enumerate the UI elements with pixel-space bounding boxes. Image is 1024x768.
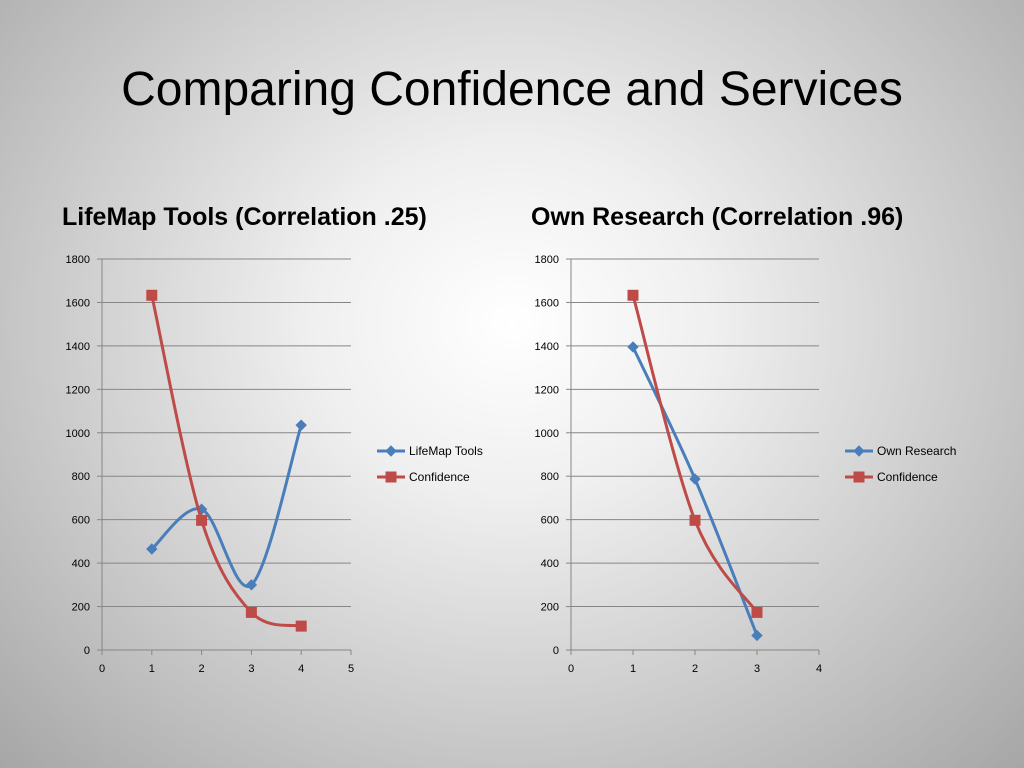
- y-tick-label: 1200: [66, 384, 90, 396]
- series-line: [150, 293, 303, 628]
- y-tick-label: 400: [541, 558, 559, 570]
- data-point: [295, 620, 307, 632]
- y-tick-label: 600: [541, 515, 559, 527]
- data-point: [627, 289, 639, 301]
- series-0: [146, 419, 307, 591]
- data-point: [245, 606, 257, 618]
- data-point: [245, 579, 258, 591]
- data-point: [196, 514, 208, 526]
- x-tick-label: 3: [754, 663, 760, 675]
- series-line: [631, 293, 759, 614]
- x-tick-label: 4: [816, 663, 822, 675]
- legend-entry: Own Research: [845, 444, 956, 458]
- slide-title: Comparing Confidence and Services: [121, 63, 903, 116]
- series-line: [150, 423, 303, 588]
- x-tick-label: 4: [298, 663, 304, 675]
- y-tick-label: 200: [541, 602, 559, 614]
- y-tick-label: 0: [553, 645, 559, 657]
- x-tick-label: 2: [199, 663, 205, 675]
- data-point: [195, 503, 208, 515]
- data-point: [689, 514, 701, 526]
- chart-title-own-research: Own Research (Correlation .96): [531, 203, 904, 231]
- series-1: [146, 289, 307, 632]
- x-tick-label: 3: [248, 663, 254, 675]
- legend-entry: Confidence: [845, 470, 938, 484]
- y-tick-label: 800: [541, 471, 559, 483]
- data-point: [295, 419, 307, 431]
- y-tick-label: 1000: [66, 428, 90, 440]
- legend-marker: [853, 445, 865, 457]
- y-tick-label: 600: [72, 515, 90, 527]
- y-tick-label: 1600: [535, 297, 559, 309]
- y-tick-label: 1400: [66, 341, 90, 353]
- y-tick-label: 1400: [535, 341, 559, 353]
- series-0: [627, 341, 763, 642]
- legend-label: Own Research: [877, 444, 956, 458]
- x-tick-label: 5: [348, 663, 354, 675]
- data-point: [627, 341, 639, 353]
- y-tick-label: 1800: [66, 254, 90, 266]
- data-point: [689, 473, 701, 485]
- data-point: [146, 289, 158, 301]
- x-tick-label: 0: [99, 663, 105, 675]
- x-tick-label: 0: [568, 663, 574, 675]
- y-tick-label: 800: [72, 471, 90, 483]
- legend-entry: Confidence: [377, 470, 470, 484]
- legend-label: LifeMap Tools: [409, 444, 483, 458]
- data-point: [751, 629, 763, 642]
- chart-title-lifemap: LifeMap Tools (Correlation .25): [62, 203, 427, 231]
- data-point: [146, 543, 158, 555]
- data-point: [751, 606, 763, 618]
- legend-label: Confidence: [877, 470, 938, 484]
- legend-marker: [385, 445, 397, 457]
- y-tick-label: 1000: [535, 428, 559, 440]
- series-1: [627, 289, 763, 618]
- legend-marker: [385, 471, 397, 483]
- y-tick-label: 1600: [66, 297, 90, 309]
- y-tick-label: 200: [72, 602, 90, 614]
- y-tick-label: 400: [72, 558, 90, 570]
- y-tick-label: 1800: [535, 254, 559, 266]
- x-tick-label: 2: [692, 663, 698, 675]
- legend-marker: [853, 471, 865, 483]
- legend-label: Confidence: [409, 470, 470, 484]
- legend-entry: LifeMap Tools: [377, 444, 483, 458]
- x-tick-label: 1: [630, 663, 636, 675]
- y-tick-label: 1200: [535, 384, 559, 396]
- series-line: [631, 345, 759, 637]
- y-tick-label: 0: [84, 645, 90, 657]
- x-tick-label: 1: [149, 663, 155, 675]
